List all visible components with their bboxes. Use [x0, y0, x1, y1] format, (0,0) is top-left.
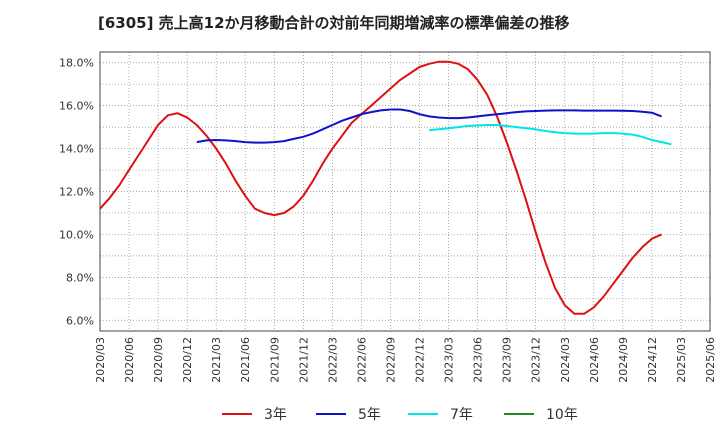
x-tick-label: 2024/12 [646, 337, 659, 383]
x-tick-label: 2020/09 [152, 337, 165, 383]
x-tick-label: 2021/06 [239, 337, 252, 383]
series-line-3年 [99, 60, 663, 315]
y-tick-label: 12.0% [59, 186, 94, 199]
x-tick-label: 2025/06 [704, 337, 717, 383]
chart-title: [6305] 売上高12か月移動合計の対前年同期増減率の標準偏差の推移 [98, 14, 570, 32]
y-tick-label: 10.0% [59, 228, 94, 241]
y-tick-label: 16.0% [59, 100, 94, 113]
legend-label: 3年 [264, 407, 287, 423]
x-tick-label: 2025/03 [675, 337, 688, 383]
legend-label: 7年 [450, 407, 473, 423]
y-tick-label: 14.0% [59, 143, 94, 156]
x-tick-label: 2021/09 [268, 337, 281, 383]
x-tick-label: 2020/12 [181, 337, 194, 383]
x-tick-label: 2023/09 [501, 337, 514, 383]
x-tick-label: 2024/03 [559, 337, 572, 383]
x-tick-label: 2022/06 [355, 337, 368, 383]
legend-label: 5年 [358, 407, 381, 423]
x-tick-label: 2022/12 [414, 337, 427, 383]
x-tick-label: 2024/09 [617, 337, 630, 383]
legend-label: 10年 [546, 407, 578, 423]
plot-frame [99, 51, 711, 332]
series-line-5年 [196, 108, 662, 144]
series-line-7年 [429, 124, 672, 146]
x-tick-label: 2022/03 [326, 337, 339, 383]
x-tick-label: 2024/06 [588, 337, 601, 383]
x-tick-label: 2022/09 [384, 337, 397, 383]
x-tick-label: 2020/03 [94, 337, 107, 383]
x-tick-label: 2023/03 [443, 337, 456, 383]
y-tick-label: 8.0% [66, 271, 94, 284]
x-tick-label: 2020/06 [123, 337, 136, 383]
x-tick-label: 2023/06 [472, 337, 485, 383]
y-tick-label: 6.0% [66, 314, 94, 327]
y-tick-label: 18.0% [59, 57, 94, 70]
x-tick-label: 2023/12 [530, 337, 543, 383]
x-tick-label: 2021/03 [210, 337, 223, 383]
x-tick-label: 2021/12 [297, 337, 310, 383]
